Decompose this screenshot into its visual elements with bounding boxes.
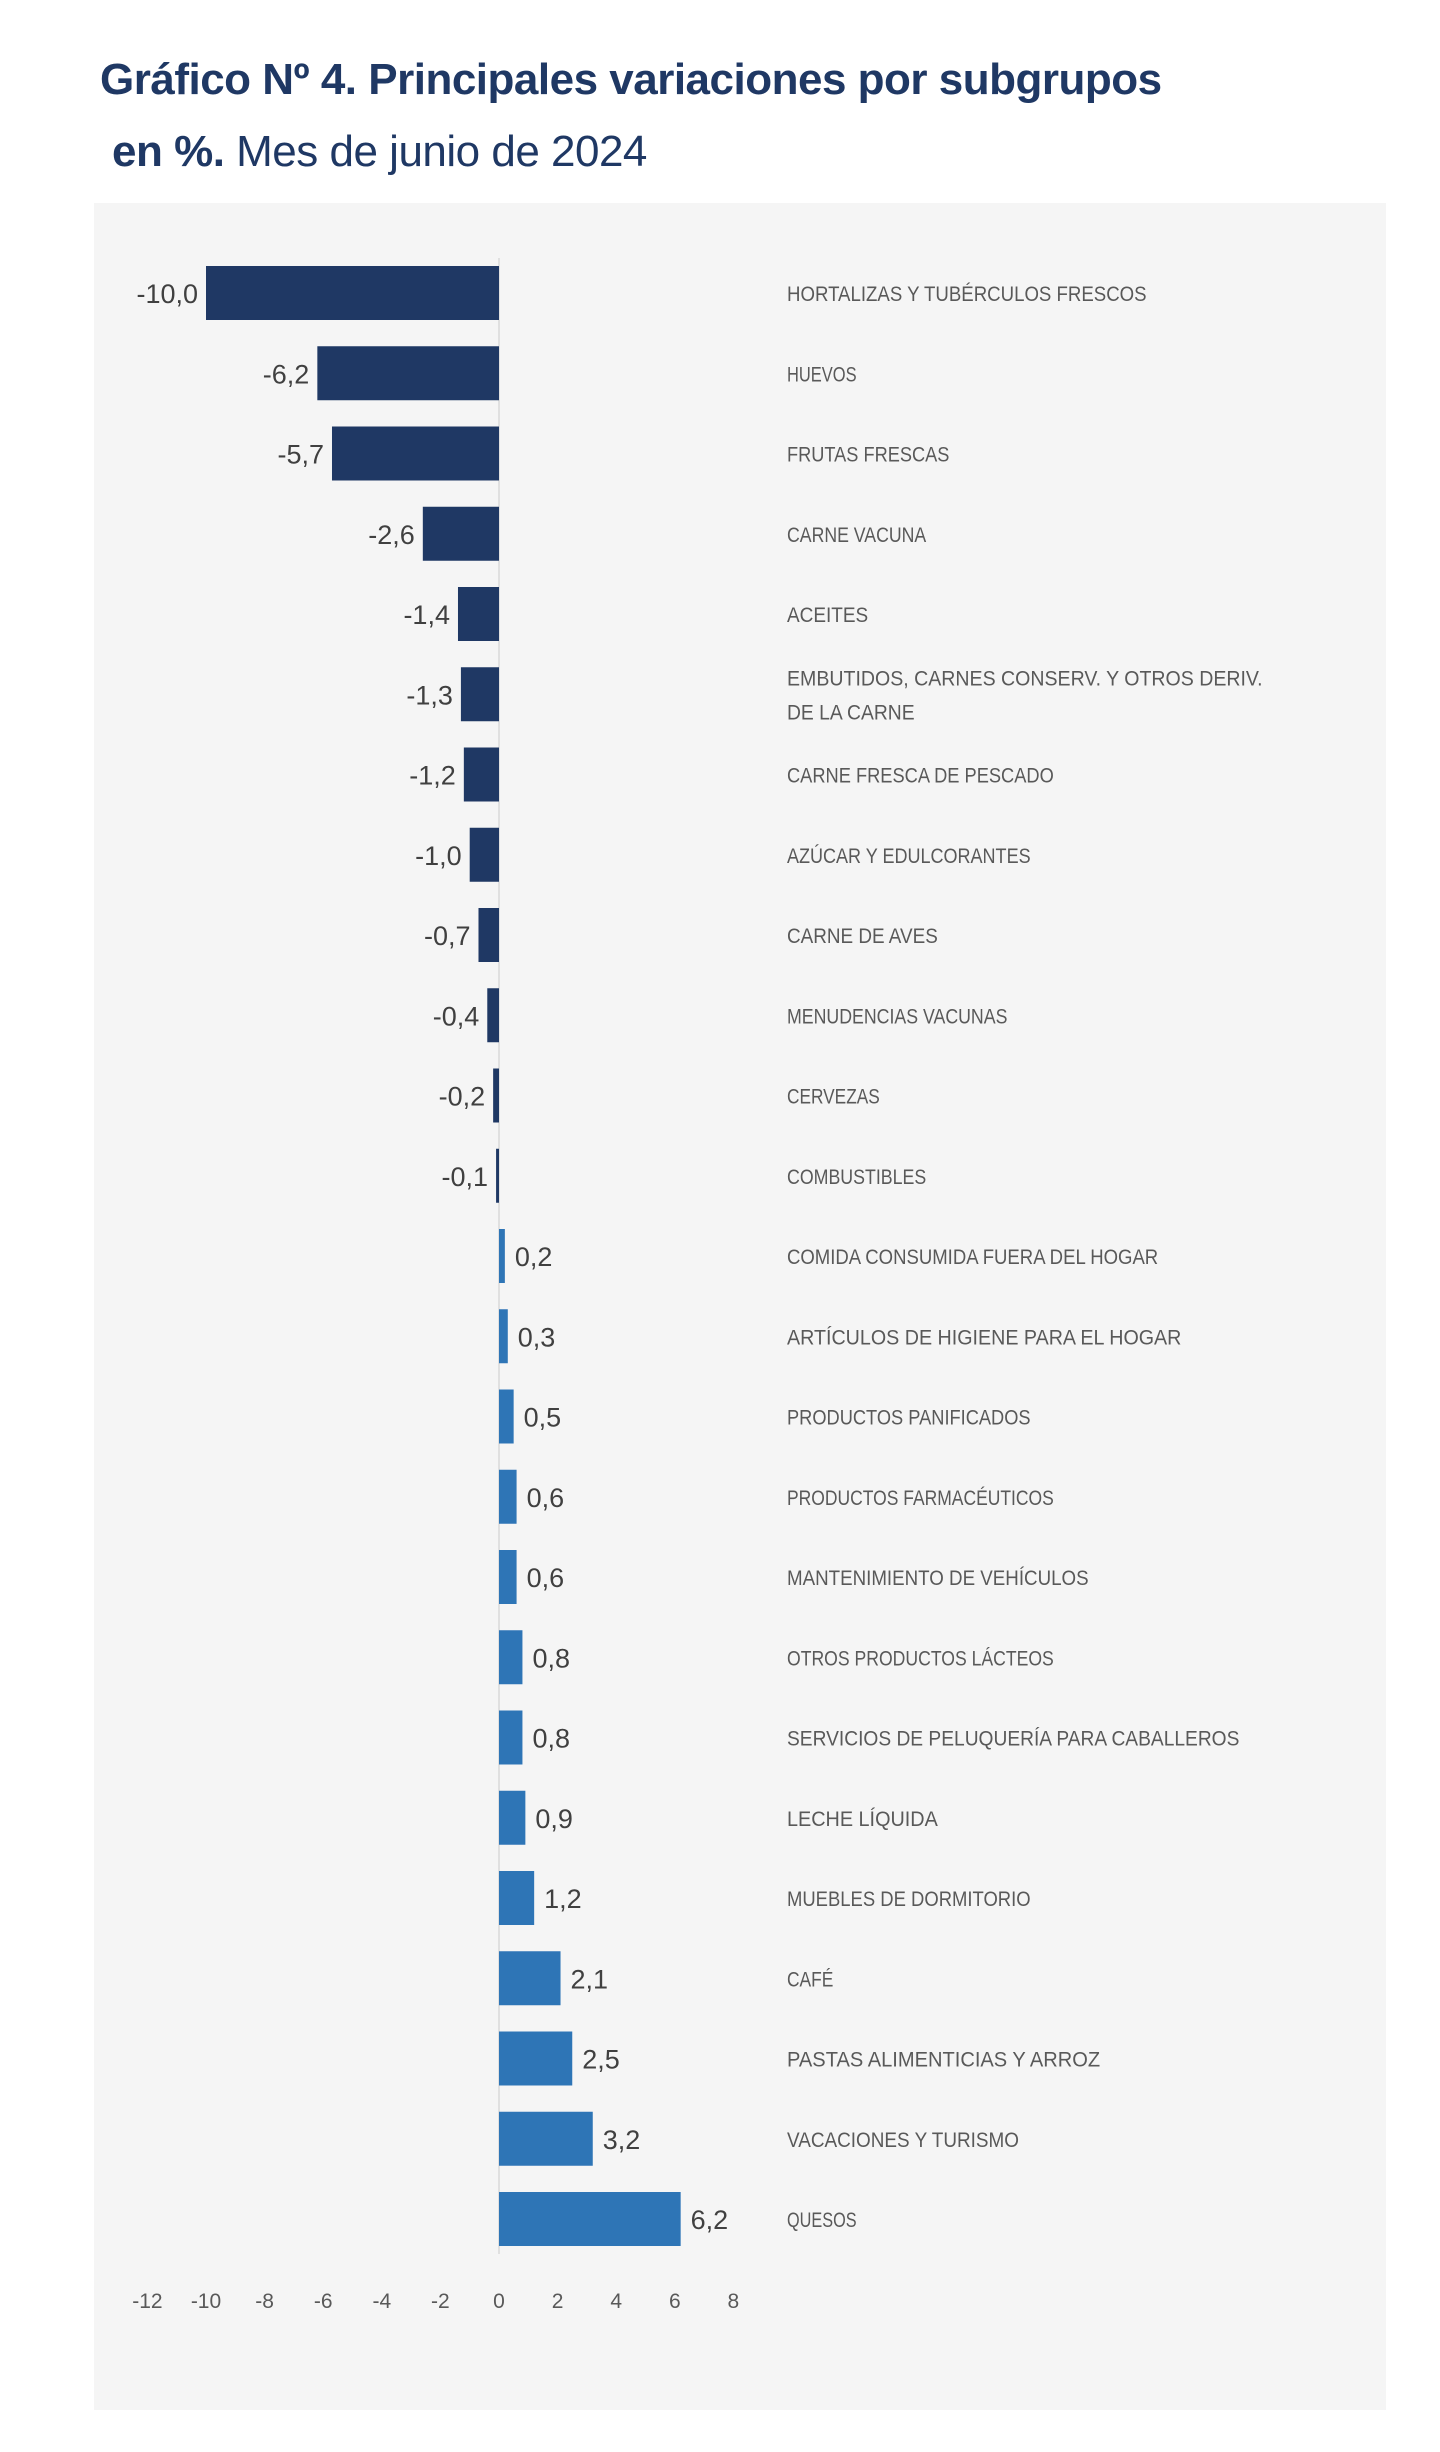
bar [457,587,499,641]
value-label: 0,3 [518,1322,556,1352]
bar [499,1389,514,1444]
bar [499,1550,517,1604]
bar [499,1630,523,1685]
category-label: COMBUSTIBLES [787,1166,926,1189]
category-label: HORTALIZAS Y TUBÉRCULOS FRESCOS [787,283,1147,306]
bar [317,346,499,401]
x-tick-label: -4 [372,2290,391,2313]
value-label: 0,8 [532,1643,570,1673]
value-label: 2,1 [571,1964,609,1994]
value-label: -1,4 [403,600,450,630]
x-tick-label: -6 [314,2290,333,2313]
bar [460,667,499,722]
bar [499,2192,681,2246]
value-label: 0,2 [515,1242,553,1272]
value-label: -0,2 [439,1082,486,1112]
category-label: PRODUCTOS FARMACÉUTICOS [787,1487,1054,1510]
value-label: -5,7 [277,440,324,470]
category-label: LECHE LÍQUIDA [787,1808,938,1831]
value-label: -6,2 [263,359,310,389]
value-label: 0,6 [527,1483,565,1513]
bar [499,1229,505,1283]
value-label: 0,8 [532,1724,570,1754]
bar [331,426,499,481]
category-label: CARNE VACUNA [787,524,926,547]
category-label: ARTÍCULOS DE HIGIENE PARA EL HOGAR [787,1326,1181,1349]
title-line-1: Gráfico Nº 4. Principales variaciones po… [100,55,1162,104]
bar [206,266,499,320]
bar [487,988,499,1043]
value-label: -2,6 [368,520,415,550]
category-label: CARNE DE AVES [787,925,938,948]
bar [499,1469,517,1524]
value-label: -1,3 [406,680,453,710]
category-label: COMIDA CONSUMIDA FUERA DEL HOGAR [787,1246,1158,1269]
category-label: VACACIONES Y TURISMO [787,2129,1019,2152]
value-label: -0,4 [433,1001,480,1031]
category-label: ACEITES [787,604,868,627]
category-label: OTROS PRODUCTOS LÁCTEOS [787,1647,1054,1670]
title-line-2-rest: Mes de junio de 2024 [236,127,647,176]
value-label: 0,5 [524,1403,562,1433]
bar [499,1790,526,1845]
bar [499,1710,523,1765]
category-label: PRODUCTOS PANIFICADOS [787,1407,1031,1430]
bar [499,2031,573,2086]
value-label: 1,2 [544,1884,582,1914]
bar [493,1068,499,1123]
category-label: FRUTAS FRESCAS [787,444,949,467]
category-label: CERVEZAS [787,1086,880,1109]
bar [499,1871,535,1925]
title-line-2-bold: en %. [112,127,225,176]
bar [469,827,499,882]
bar [463,747,499,802]
value-label: 2,5 [582,2045,620,2075]
value-label: 0,9 [535,1804,573,1834]
chart-title: Gráfico Nº 4. Principales variaciones po… [100,44,1162,188]
category-label: MUEBLES DE DORMITORIO [787,1888,1031,1911]
x-tick-label: 2 [552,2290,564,2313]
category-label: MENUDENCIAS VACUNAS [787,1005,1007,1028]
category-label: SERVICIOS DE PELUQUERÍA PARA CABALLEROS [787,1728,1239,1751]
category-label: PASTAS ALIMENTICIAS Y ARROZ [787,2049,1100,2072]
x-tick-label: 6 [669,2290,681,2313]
category-label: CAFÉ [787,1968,833,1991]
x-tick-label: 4 [610,2290,622,2313]
plot-panel [94,203,1386,2410]
category-label: DE LA CARNE [787,701,915,724]
value-label: -1,2 [409,761,456,791]
value-label: -10,0 [136,279,198,309]
value-label: 3,2 [603,2125,641,2155]
value-label: 0,6 [527,1563,565,1593]
category-label: MANTENIMIENTO DE VEHÍCULOS [787,1567,1089,1590]
x-tick-label: 0 [493,2290,505,2313]
bar [422,506,499,561]
value-label: -0,7 [424,921,471,951]
x-tick-label: -2 [431,2290,450,2313]
x-tick-label: -10 [191,2290,221,2313]
category-label: CARNE FRESCA DE PESCADO [787,765,1054,788]
category-label: QUESOS [787,2209,857,2232]
bar [499,1951,561,2006]
bar [499,1309,508,1364]
x-tick-label: 8 [728,2290,740,2313]
bar [499,2111,593,2166]
x-tick-label: -8 [255,2290,274,2313]
value-label: 6,2 [691,2205,729,2235]
value-label: -0,1 [442,1162,489,1192]
category-label: EMBUTIDOS, CARNES CONSERV. Y OTROS DERIV… [787,667,1263,690]
x-tick-label: -12 [132,2290,162,2313]
value-label: -1,0 [415,841,462,871]
bar [478,908,499,962]
category-label: AZÚCAR Y EDULCORANTES [787,845,1031,868]
bar [496,1148,499,1203]
category-label: HUEVOS [787,363,857,386]
